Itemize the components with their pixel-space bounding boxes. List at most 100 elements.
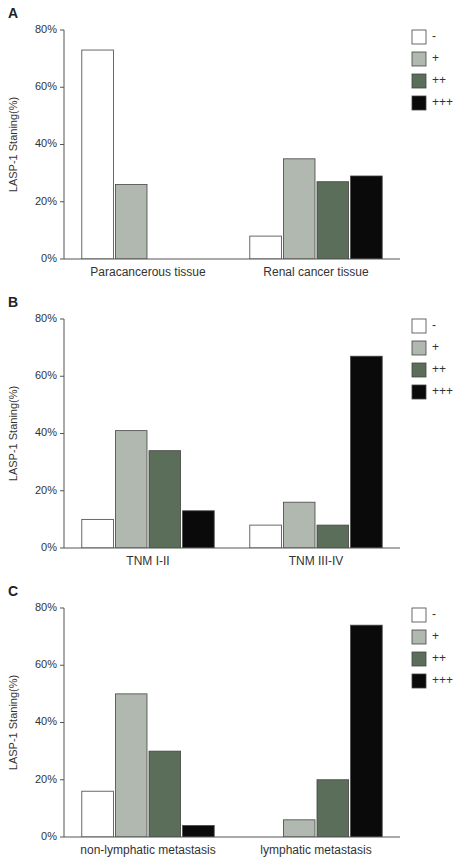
- legend-label: +: [432, 51, 439, 65]
- y-tick: [60, 665, 64, 666]
- bar: [351, 356, 383, 548]
- y-tick-label: 80%: [35, 601, 57, 613]
- x-axis-line: [64, 259, 400, 260]
- bar: [351, 176, 383, 259]
- bar: [115, 431, 147, 548]
- y-tick: [60, 490, 64, 491]
- legend-label: -: [432, 607, 436, 621]
- bar: [115, 694, 147, 837]
- x-axis-line: [64, 837, 400, 838]
- y-axis-label: LASP-1 Staning(%): [7, 97, 19, 192]
- y-tick: [60, 144, 64, 145]
- bar: [82, 50, 114, 259]
- x-tick-label: lymphatic metastasis: [260, 843, 371, 857]
- y-tick-label: 60%: [35, 658, 57, 670]
- bar: [149, 451, 181, 548]
- bar: [82, 791, 114, 837]
- y-tick-label: 80%: [35, 312, 57, 324]
- bars: [82, 625, 382, 837]
- bars: [82, 50, 382, 259]
- bar: [250, 236, 282, 259]
- bar: [317, 525, 349, 548]
- legend-swatch: [412, 674, 426, 688]
- y-axis-line: [64, 319, 65, 548]
- legend-label: ++: [432, 73, 446, 87]
- legend: -++++++: [412, 29, 453, 110]
- legend-label: +++: [432, 673, 453, 687]
- y-axis-line: [64, 608, 65, 837]
- y-tick: [60, 319, 64, 320]
- y-tick: [60, 201, 64, 202]
- y-tick-label: 20%: [35, 484, 57, 496]
- bar: [317, 780, 349, 837]
- y-tick: [60, 376, 64, 377]
- panel-label: A: [8, 5, 18, 21]
- y-tick: [60, 722, 64, 723]
- y-tick: [60, 87, 64, 88]
- y-tick: [60, 433, 64, 434]
- y-tick-label: 40%: [35, 426, 57, 438]
- x-axis-line: [64, 548, 400, 549]
- panel: A LASP-1 Staning(%) 0% 20% 40% 60% 80% Paracanc…: [7, 5, 453, 279]
- bar: [82, 519, 114, 548]
- y-tick-label: 20%: [35, 195, 57, 207]
- y-tick-label: 80%: [35, 23, 57, 35]
- bar: [351, 625, 383, 837]
- legend-label: +++: [432, 95, 453, 109]
- legend-swatch: [412, 385, 426, 399]
- y-tick-label: 60%: [35, 369, 57, 381]
- bar: [183, 826, 215, 837]
- legend-swatch: [412, 30, 426, 44]
- x-tick-label: non-lymphatic metastasis: [80, 843, 215, 857]
- x-tick-label: Paracancerous tissue: [90, 265, 206, 279]
- panel: CLASP-1 Staning(%)0%20%40%60%80%non-lymp…: [7, 583, 453, 857]
- legend-label: ++: [432, 651, 446, 665]
- panel-label: C: [8, 583, 18, 599]
- legend-swatch: [412, 341, 426, 355]
- x-tick-label: TNM III-IV: [289, 554, 344, 568]
- y-tick: [60, 837, 64, 838]
- x-tick-label: Renal cancer tissue: [263, 265, 369, 279]
- y-tick: [60, 779, 64, 780]
- legend-swatch: [412, 96, 426, 110]
- y-tick-label: 60%: [35, 80, 57, 92]
- legend: -++++++: [412, 607, 453, 688]
- y-axis-label: LASP-1 Staning(%): [7, 675, 19, 770]
- panel-label: B: [8, 294, 18, 310]
- bar: [283, 820, 315, 837]
- legend-swatch: [412, 319, 426, 333]
- legend-swatch: [412, 608, 426, 622]
- y-tick: [60, 30, 64, 31]
- legend-label: +: [432, 629, 439, 643]
- panel: BLASP-1 Staning(%)0%20%40%60%80%TNM I-II…: [7, 294, 453, 568]
- y-tick-label: 0%: [41, 252, 57, 264]
- legend-swatch: [412, 74, 426, 88]
- bar: [250, 525, 282, 548]
- legend: -++++++: [412, 318, 453, 399]
- legend-label: ++: [432, 362, 446, 376]
- legend-label: -: [432, 318, 436, 332]
- bar: [183, 511, 215, 548]
- y-tick: [60, 548, 64, 549]
- y-axis-label: LASP-1 Staning(%): [7, 386, 19, 481]
- legend-label: -: [432, 29, 436, 43]
- legend-label: +: [432, 340, 439, 354]
- y-tick: [60, 259, 64, 260]
- bar: [115, 185, 147, 259]
- y-tick-label: 0%: [41, 541, 57, 553]
- legend-swatch: [412, 652, 426, 666]
- legend-swatch: [412, 52, 426, 66]
- y-tick: [60, 608, 64, 609]
- legend-label: +++: [432, 384, 453, 398]
- bars: [82, 356, 382, 548]
- y-tick-label: 20%: [35, 773, 57, 785]
- bar: [283, 159, 315, 259]
- y-tick-label: 40%: [35, 715, 57, 727]
- bar: [283, 502, 315, 548]
- y-tick-label: 40%: [35, 137, 57, 149]
- legend-swatch: [412, 363, 426, 377]
- bar: [149, 751, 181, 837]
- y-axis-line: [64, 30, 65, 259]
- legend-swatch: [412, 630, 426, 644]
- bar: [317, 182, 349, 259]
